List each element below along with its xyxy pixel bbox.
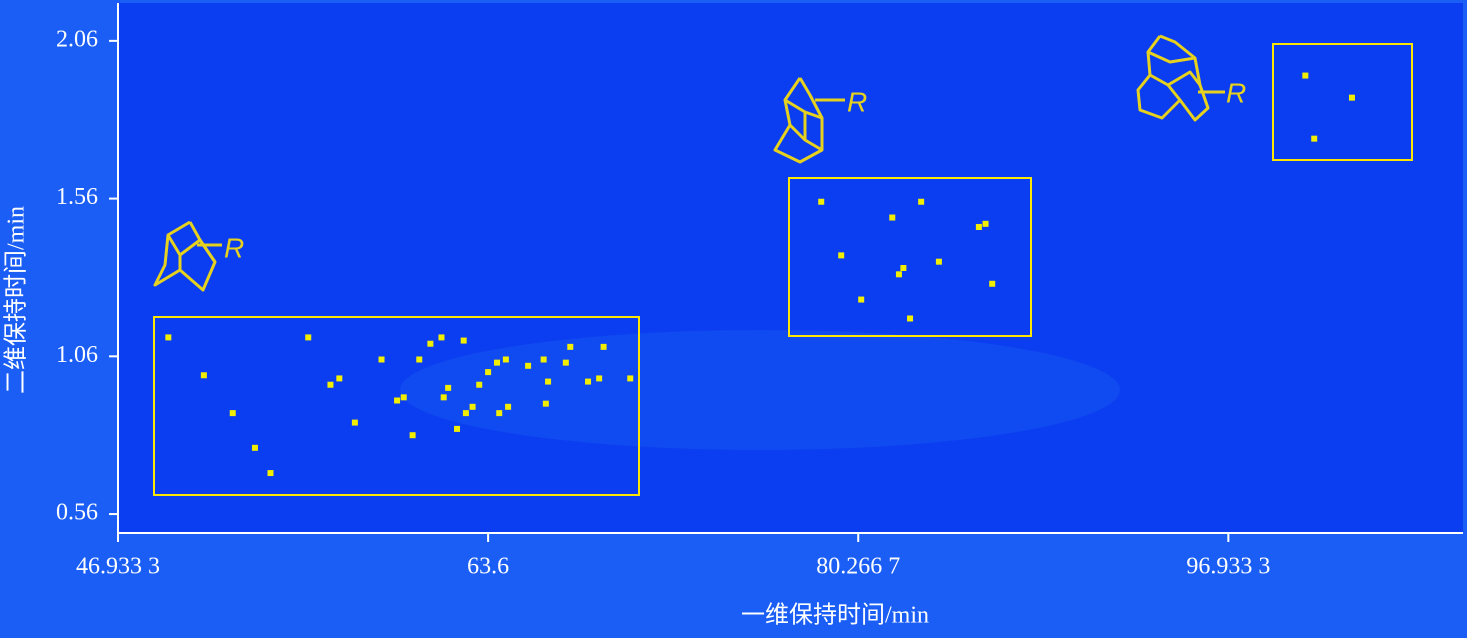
peak [585, 378, 592, 385]
peak [496, 410, 503, 417]
peak [975, 223, 982, 230]
y-tick-label: 1.56 [56, 184, 98, 210]
x-tick-label: 96.933 3 [1186, 554, 1270, 580]
peak [493, 359, 500, 366]
x-axis-title: 一维保持时间/min [741, 602, 929, 629]
peak [336, 375, 343, 382]
region-box [788, 177, 1032, 337]
x-tick-label: 46.933 3 [76, 554, 160, 580]
peak [505, 403, 512, 410]
peak [460, 337, 467, 344]
peak [305, 334, 312, 341]
peak [469, 403, 476, 410]
peak [1311, 135, 1318, 142]
peak [982, 220, 989, 227]
peak [1302, 72, 1309, 79]
peak [267, 470, 274, 477]
peak [416, 356, 423, 363]
peak [562, 359, 569, 366]
structure-label: R [1226, 77, 1246, 108]
peak [400, 394, 407, 401]
peak [989, 280, 996, 287]
peak [427, 340, 434, 347]
structure-label: R [847, 86, 867, 117]
structure-label: R [224, 232, 244, 263]
peak [440, 394, 447, 401]
peak [378, 356, 385, 363]
peak [838, 252, 845, 259]
peak [438, 334, 445, 341]
peak [409, 432, 416, 439]
peak [935, 258, 942, 265]
peak [858, 296, 865, 303]
peak [327, 381, 334, 388]
peak [818, 198, 825, 205]
peak [567, 343, 574, 350]
peak [542, 400, 549, 407]
peak [462, 410, 469, 417]
peak [545, 378, 552, 385]
structure: R [153, 220, 244, 292]
peak [889, 214, 896, 221]
peak [454, 425, 461, 432]
peak [600, 343, 607, 350]
structure: R [773, 77, 867, 164]
region-box [1272, 43, 1413, 161]
y-tick-label: 1.06 [56, 342, 98, 368]
peak [351, 419, 358, 426]
peak [229, 410, 236, 417]
peak [502, 356, 509, 363]
peak [918, 198, 925, 205]
y-tick-label: 0.56 [56, 500, 98, 526]
peak [525, 362, 532, 369]
structure: R [1136, 34, 1246, 122]
peak [394, 397, 401, 404]
peak [627, 375, 634, 382]
y-tick-label: 2.06 [56, 26, 98, 52]
x-tick-label: 80.266 7 [816, 554, 900, 580]
peak [1348, 94, 1355, 101]
peak [200, 372, 207, 379]
peak [165, 334, 172, 341]
plot-area [118, 3, 1463, 533]
peak [907, 315, 914, 322]
peak [895, 271, 902, 278]
peak [540, 356, 547, 363]
background-glow [400, 330, 1120, 450]
peak [485, 369, 492, 376]
y-axis-title: 二维保持时间/min [3, 206, 30, 394]
region-box [153, 316, 640, 496]
peak [476, 381, 483, 388]
peak [445, 384, 452, 391]
x-tick-label: 63.6 [467, 554, 509, 580]
peak [900, 265, 907, 271]
peak [251, 444, 258, 451]
peak [596, 375, 603, 382]
